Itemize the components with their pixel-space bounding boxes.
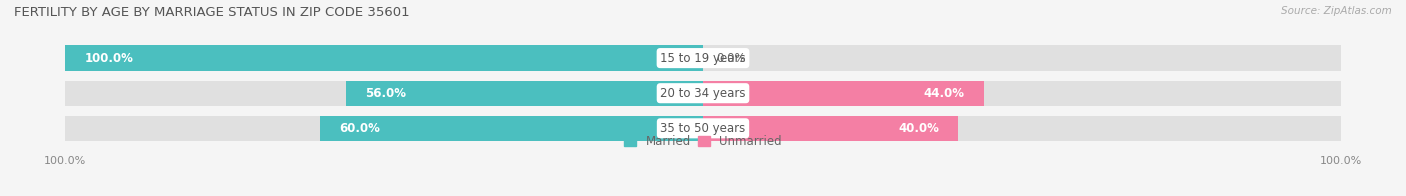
Text: Source: ZipAtlas.com: Source: ZipAtlas.com — [1281, 6, 1392, 16]
Bar — [65, 45, 703, 71]
Text: 56.0%: 56.0% — [366, 87, 406, 100]
Text: 60.0%: 60.0% — [339, 122, 380, 135]
Text: 100.0%: 100.0% — [84, 52, 134, 65]
Text: 35 to 50 years: 35 to 50 years — [661, 122, 745, 135]
Bar — [703, 81, 1341, 106]
Text: 20 to 34 years: 20 to 34 years — [661, 87, 745, 100]
Text: 0.0%: 0.0% — [716, 52, 745, 65]
Bar — [346, 81, 703, 106]
Text: 40.0%: 40.0% — [898, 122, 939, 135]
Legend: Married, Unmarried: Married, Unmarried — [620, 130, 786, 153]
Bar — [703, 81, 984, 106]
Bar — [703, 116, 1341, 141]
Text: 44.0%: 44.0% — [924, 87, 965, 100]
Text: FERTILITY BY AGE BY MARRIAGE STATUS IN ZIP CODE 35601: FERTILITY BY AGE BY MARRIAGE STATUS IN Z… — [14, 6, 409, 19]
Bar — [65, 81, 703, 106]
Bar — [703, 45, 1341, 71]
Bar — [321, 116, 703, 141]
Bar — [65, 45, 703, 71]
Bar — [703, 116, 957, 141]
Bar — [65, 116, 703, 141]
Text: 15 to 19 years: 15 to 19 years — [661, 52, 745, 65]
